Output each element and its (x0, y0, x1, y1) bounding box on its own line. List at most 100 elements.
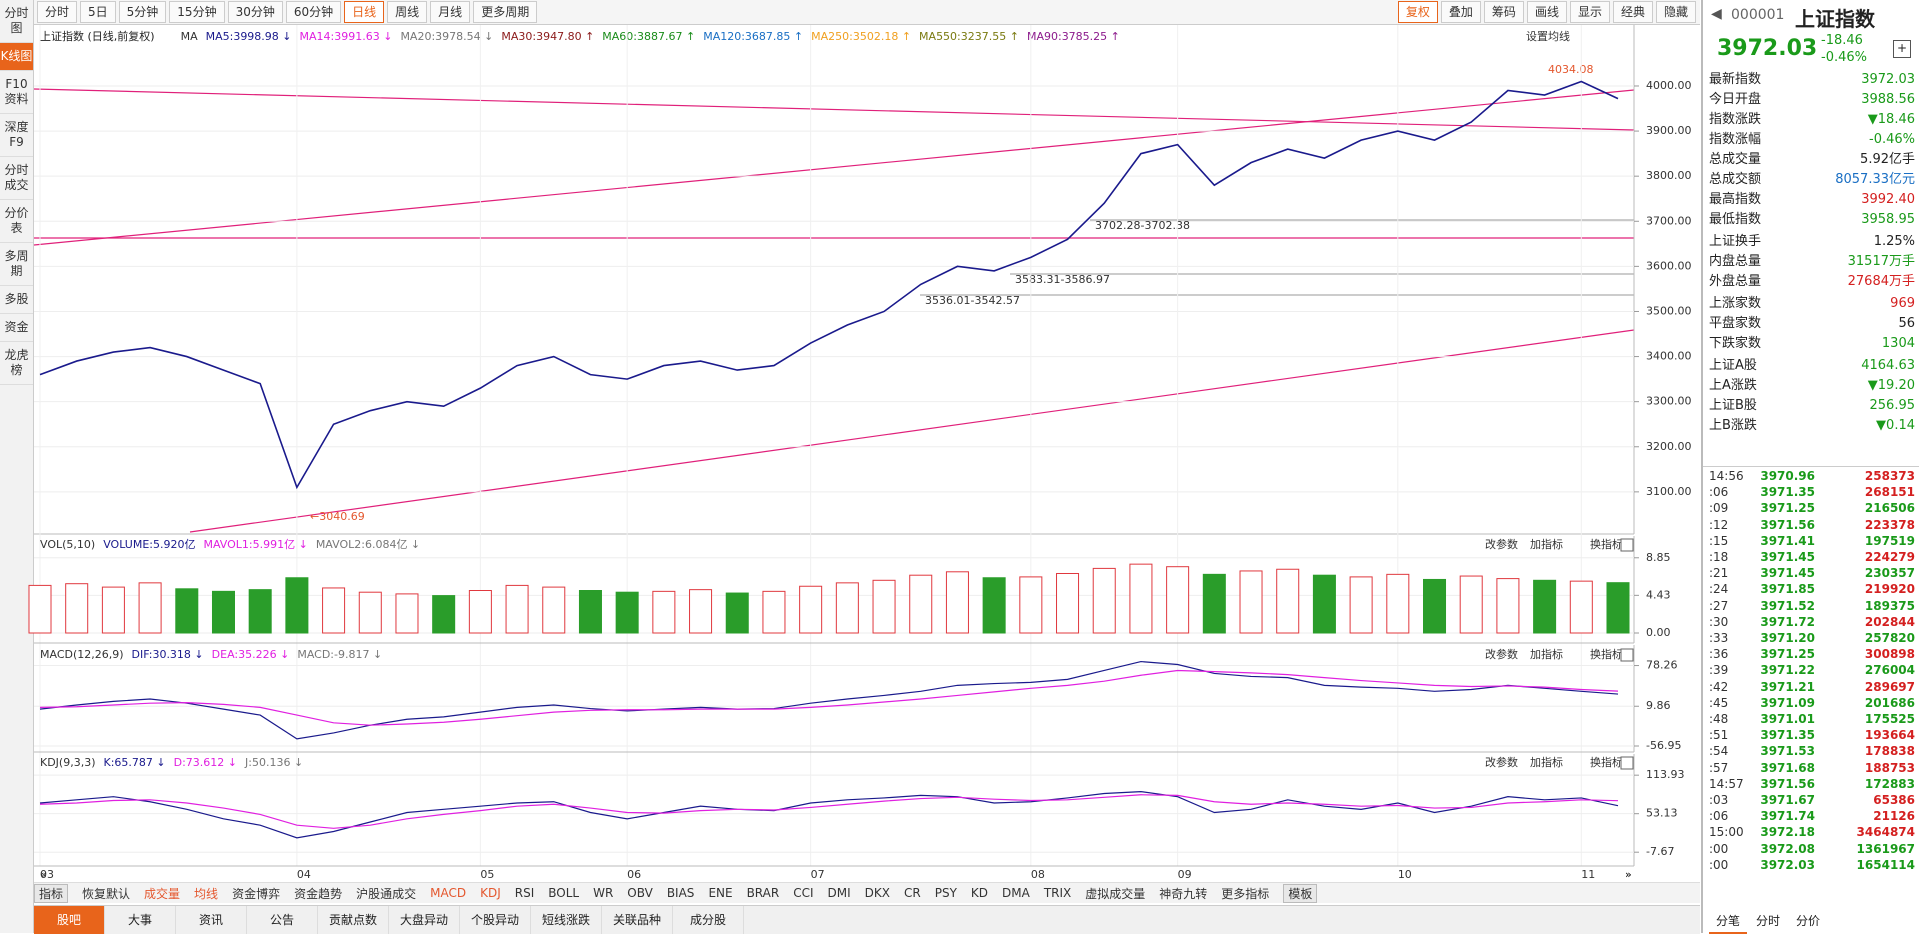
pane-button[interactable]: 换指标 (1590, 647, 1623, 661)
tick-time: :42 (1709, 679, 1729, 694)
indicator-tab[interactable]: BIAS (666, 886, 695, 900)
tick-time: :21 (1709, 566, 1729, 581)
indicator-tab[interactable]: ENE (708, 886, 733, 900)
period-tab[interactable]: 分时 (37, 1, 78, 23)
sidebar-tab[interactable]: 分时图 (0, 0, 33, 43)
indicator-tab[interactable]: DMI (827, 886, 851, 900)
period-tab[interactable]: 5分钟 (118, 1, 167, 23)
indicator-tab[interactable]: KD (970, 886, 989, 900)
annotation: 4034.08 (1548, 63, 1594, 76)
indicator-tab[interactable]: KDJ (480, 886, 501, 900)
bottom-tabs: 股吧 大事 资讯 公告 贡献点数 大盘异动 个股异动 短线涨跌 关联品种 成分股 (34, 905, 1700, 934)
tool-button[interactable]: 叠加 (1440, 1, 1481, 23)
bottom-tab[interactable]: 成分股 (673, 906, 744, 934)
tick-volume: 289697 (1864, 679, 1915, 694)
x-tick-label: 08 (1031, 868, 1045, 881)
period-tab[interactable]: 15分钟 (169, 1, 225, 23)
volume-bar (468, 590, 492, 634)
sidebar-tab[interactable]: 深度F9 (0, 114, 33, 157)
legend-item: KDJ(9,3,3) (40, 756, 96, 769)
bottom-tab[interactable]: 股吧 (34, 906, 105, 934)
back-arrow[interactable]: ◀ (1711, 6, 1722, 22)
indicator-tab[interactable]: 指标 (34, 883, 69, 903)
indicator-tab[interactable]: 均线 (194, 886, 219, 901)
sidebar-tab[interactable]: 龙虎榜 (0, 342, 33, 385)
add-button[interactable]: + (1893, 40, 1911, 58)
indicator-tab[interactable]: 虚拟成交量 (1085, 886, 1146, 901)
period-tab[interactable]: 周线 (387, 1, 428, 23)
pane-close[interactable] (1620, 756, 1634, 770)
period-tab[interactable]: 更多周期 (473, 1, 538, 23)
bottom-tab[interactable]: 公告 (247, 906, 318, 934)
quote-row: 内盘总量 31517万手 (1709, 252, 1915, 272)
pane-button[interactable]: 换指标 (1590, 755, 1623, 769)
indicator-tab[interactable]: WR (593, 886, 614, 900)
indicator-tab[interactable]: 资金趋势 (294, 886, 343, 901)
pane-button[interactable]: 加指标 (1530, 537, 1563, 551)
pane-button[interactable]: 加指标 (1530, 755, 1563, 769)
indicator-tab[interactable]: RSI (514, 886, 535, 900)
ma-settings[interactable]: 设置均线 (1526, 29, 1570, 43)
indicator-tab[interactable]: DMA (1002, 886, 1030, 900)
pane-close[interactable] (1620, 538, 1634, 552)
sidebar-tab[interactable]: 资金 (0, 314, 33, 342)
pane-button[interactable]: 改参数 (1485, 537, 1518, 551)
tool-button[interactable]: 隐藏 (1655, 1, 1696, 23)
pane-button[interactable]: 换指标 (1590, 537, 1623, 551)
bottom-tab[interactable]: 贡献点数 (318, 906, 389, 934)
bottom-tab[interactable]: 资讯 (176, 906, 247, 934)
indicator-tab[interactable]: BOLL (548, 886, 580, 900)
tool-button[interactable]: 画线 (1526, 1, 1567, 23)
panel-tab[interactable]: 分价 (1795, 914, 1820, 928)
sidebar-tab[interactable]: 多周期 (0, 243, 33, 286)
tool-button[interactable]: 筹码 (1483, 1, 1524, 23)
bottom-tab[interactable]: 大盘异动 (389, 906, 460, 934)
indicator-tab[interactable]: PSY (934, 886, 957, 900)
sidebar-tab[interactable]: K线图 (0, 43, 33, 71)
bottom-tab[interactable]: 大事 (105, 906, 176, 934)
indicator-tab[interactable]: 模板 (1283, 883, 1318, 903)
series-line (39, 80, 1619, 490)
sidebar-tab[interactable]: 多股 (0, 286, 33, 314)
pane-close[interactable] (1620, 648, 1634, 662)
scroll-right[interactable]: » (1625, 868, 1632, 881)
sidebar-tab[interactable]: 分价表 (0, 200, 33, 243)
bottom-tab[interactable]: 关联品种 (602, 906, 673, 934)
indicator-tab[interactable]: 恢复默认 (82, 886, 131, 901)
period-tab[interactable]: 日线 (344, 1, 385, 23)
pane-button[interactable]: 改参数 (1485, 755, 1518, 769)
panel-tab[interactable]: 分时 (1755, 914, 1780, 928)
indicator-tab[interactable]: TRIX (1043, 886, 1072, 900)
indicator-tab[interactable]: 资金博弈 (232, 886, 281, 901)
tool-button[interactable]: 显示 (1569, 1, 1610, 23)
indicator-tabs: 指标 恢复默认 成交量 均线 资金博弈 资金趋势 沪股通成交 MACD KDJ RSI BOLL WR… (34, 882, 1700, 903)
volume-bar (1496, 578, 1520, 634)
indicator-tab[interactable]: 成交量 (144, 886, 181, 901)
pane-button[interactable]: 改参数 (1485, 647, 1518, 661)
bottom-tab[interactable]: 短线涨跌 (531, 906, 602, 934)
indicator-tab[interactable]: BRAR (746, 886, 780, 900)
volume-bar (322, 587, 346, 634)
tick-row: :54 3971.53 178838 (1709, 743, 1915, 759)
indicator-tab[interactable]: 沪股通成交 (356, 886, 417, 901)
tool-button[interactable]: 经典 (1612, 1, 1653, 23)
sidebar-tab[interactable]: 分时成交 (0, 157, 33, 200)
indicator-tab[interactable]: CCI (793, 886, 814, 900)
bottom-tab[interactable]: 个股异动 (460, 906, 531, 934)
indicator-tab[interactable]: CR (904, 886, 921, 900)
period-tab[interactable]: 月线 (430, 1, 471, 23)
panel-tab[interactable]: 分笔 (1709, 910, 1747, 934)
tool-button[interactable]: 复权 (1397, 1, 1438, 23)
period-tab[interactable]: 5日 (80, 1, 116, 23)
period-tab[interactable]: 30分钟 (227, 1, 283, 23)
indicator-tab[interactable]: 神奇九转 (1159, 886, 1208, 901)
indicator-tab[interactable]: 更多指标 (1221, 886, 1270, 901)
period-tab[interactable]: 60分钟 (285, 1, 342, 23)
indicator-tab[interactable]: MACD (430, 886, 467, 900)
indicator-tab[interactable]: DKX (864, 886, 890, 900)
scroll-left[interactable]: « (40, 868, 47, 881)
sidebar-tab[interactable]: F10资料 (0, 71, 33, 114)
pane-button[interactable]: 加指标 (1530, 647, 1563, 661)
indicator-tab[interactable]: OBV (627, 886, 653, 900)
tick-volume: 223378 (1864, 517, 1915, 532)
